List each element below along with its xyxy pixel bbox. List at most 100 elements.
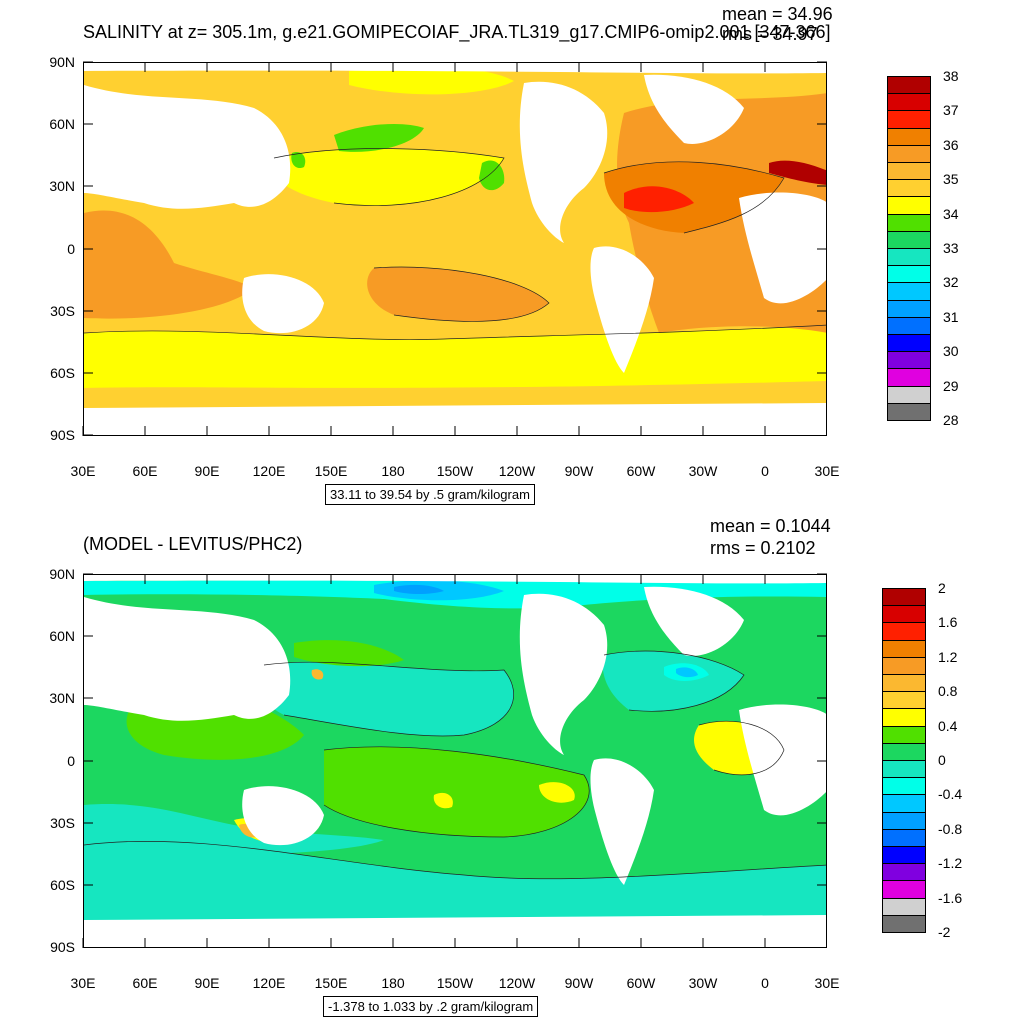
land-africa: [739, 192, 826, 304]
colorbar-label: 30: [943, 343, 959, 360]
field-natl-saltier: [604, 161, 784, 233]
land-antarctica: [84, 403, 826, 435]
colorbar-label: 28: [943, 412, 959, 428]
colorbar-swatch: [887, 127, 931, 146]
contour-range-label: 33.11 to 39.54 by .5 gram/kilogram: [325, 484, 535, 505]
field-southern-cyan: [84, 841, 826, 925]
lon-label: 30E: [70, 463, 96, 479]
colorbar-label: 0.4: [938, 717, 958, 734]
land-greenland: [644, 586, 744, 656]
land-antarctica: [84, 915, 826, 947]
field-arctic-fresh: [349, 66, 514, 95]
colorbar-label: 34: [943, 205, 959, 222]
lat-label: 30N: [49, 690, 75, 706]
land-africa: [739, 704, 826, 816]
rms-stat: rms = 0.2102: [710, 538, 816, 558]
difference-map: [83, 574, 827, 948]
field-natl-blue: [676, 667, 698, 678]
colorbar-label: 33: [943, 240, 959, 256]
colorbar-swatch: [882, 639, 926, 658]
colorbar-label: -1.6: [938, 889, 963, 906]
lon-label: 150E: [314, 463, 348, 479]
lon-label: 150E: [314, 975, 348, 991]
field-southern-cyan2: [84, 804, 384, 860]
lon-label: 0: [761, 975, 769, 991]
colorbar-swatch: [887, 282, 931, 301]
field-spac-salty: [367, 267, 549, 322]
field-npac-fresh: [271, 148, 504, 206]
colorbar-label: 0: [938, 752, 946, 768]
field-southern-fresh: [84, 325, 826, 403]
colorbar-swatch: [887, 248, 931, 267]
colorbar-label: 1.6: [938, 614, 958, 631]
colorbar-swatch: [887, 110, 931, 129]
field-natl-max: [624, 186, 694, 213]
salinity-map: [83, 62, 827, 436]
colorbar-swatch: [882, 725, 926, 744]
lon-label: 60E: [132, 975, 158, 991]
colorbar-swatch: [882, 794, 926, 813]
colorbar-label: 31: [943, 308, 959, 325]
land-greenland: [644, 74, 744, 144]
contour-range-label: -1.378 to 1.033 by .2 gram/kilogram: [323, 996, 539, 1017]
contour-line: [603, 650, 745, 712]
colorbar-swatch: [887, 402, 931, 421]
colorbar-swatch: [887, 213, 931, 232]
colorbar-swatch: [882, 691, 926, 710]
lat-label: 60N: [49, 628, 75, 644]
lon-label: 60W: [626, 463, 656, 479]
lat-label: 90S: [50, 939, 75, 955]
colorbar-swatch: [887, 230, 931, 249]
colorbar-swatch: [887, 385, 931, 404]
land-asia: [84, 597, 291, 721]
colorbar-swatch: [887, 351, 931, 370]
mean-stat: mean = 0.1044: [710, 516, 831, 536]
colorbar-swatch: [887, 265, 931, 284]
colorbar-swatch: [882, 588, 926, 607]
colorbar-swatch: [882, 777, 926, 796]
salinity-panel: SALINITY at z= 305.1m, g.e21.GOMIPECOIAF…: [49, 4, 1007, 505]
colorbar: 2 1.6 1.2 0.8 0.4 0 -0.4 -0.8 -1.2 -1.6 -2: [882, 580, 1007, 940]
lat-label: 30N: [49, 178, 75, 194]
lon-label: 90W: [564, 975, 594, 991]
colorbar-swatch: [887, 334, 931, 353]
field-med-hot: [769, 160, 826, 185]
colorbar-swatch: [882, 760, 926, 779]
colorbar-swatch: [882, 863, 926, 882]
panel-title: (MODEL - LEVITUS/PHC2): [83, 534, 303, 554]
colorbar-swatch: [887, 368, 931, 387]
colorbar-swatch: [887, 76, 931, 95]
lat-label: 60S: [50, 877, 75, 893]
field-npac-cyan: [255, 662, 514, 736]
colorbar-label: -2: [938, 924, 951, 940]
lon-label: 180: [381, 975, 405, 991]
field-spac-green: [324, 746, 590, 837]
colorbar: 38 37 36 35 34 33 32 31 30 29 28: [887, 68, 1007, 428]
lat-label: 60N: [49, 116, 75, 132]
lon-label: 90E: [194, 975, 220, 991]
colorbar-swatch: [882, 708, 926, 727]
colorbar-label: 1.2: [938, 648, 958, 665]
colorbar-swatch: [882, 605, 926, 624]
colorbar-swatch: [887, 196, 931, 215]
contour-line: [84, 841, 826, 880]
contour-line: [84, 324, 826, 340]
colorbar-label: 38: [943, 68, 959, 84]
field-yellow-spot: [433, 792, 453, 809]
colorbar-label: -1.2: [938, 855, 963, 872]
contour-line: [273, 148, 505, 206]
colorbar-swatch: [887, 162, 931, 181]
colorbar-label: 0.8: [938, 683, 958, 700]
lat-label: 30S: [50, 815, 75, 831]
colorbar-swatch: [882, 674, 926, 693]
colorbar-swatch: [882, 914, 926, 933]
panel-title: SALINITY at z= 305.1m, g.e21.GOMIPECOIAF…: [83, 22, 831, 42]
lat-label: 30S: [50, 303, 75, 319]
colorbar-swatch: [882, 846, 926, 865]
contour-line: [698, 720, 785, 776]
lon-label: 30E: [814, 975, 840, 991]
lon-label: 120W: [498, 463, 536, 479]
land-south-america: [590, 758, 654, 885]
colorbar-label: 2: [938, 580, 946, 596]
lat-label: 60S: [50, 365, 75, 381]
